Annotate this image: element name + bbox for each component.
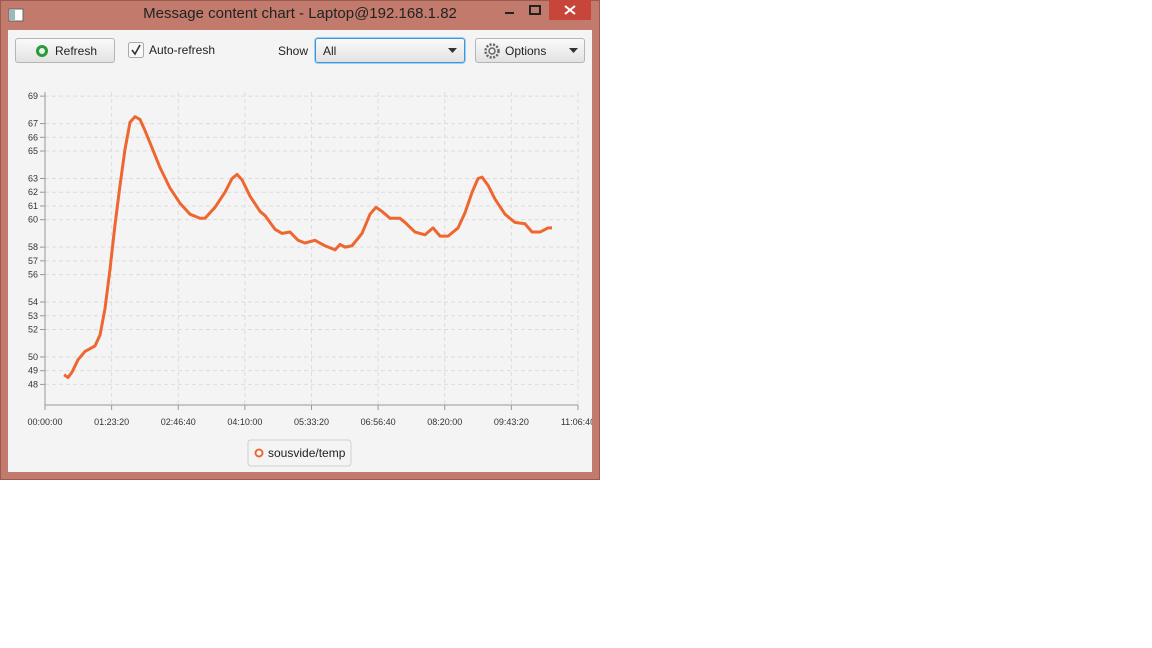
- y-tick-label: 53: [28, 311, 38, 321]
- x-tick-label: 02:46:40: [161, 417, 196, 427]
- y-tick-label: 56: [28, 270, 38, 280]
- y-tick-label: 69: [28, 91, 38, 101]
- x-tick-label: 11:06:40: [561, 417, 592, 427]
- x-tick-label: 09:43:20: [494, 417, 529, 427]
- y-tick-label: 48: [28, 379, 38, 389]
- x-tick-label: 00:00:00: [27, 417, 62, 427]
- legend-label: sousvide/temp: [268, 446, 346, 460]
- y-tick-label: 67: [28, 119, 38, 129]
- y-tick-label: 57: [28, 256, 38, 266]
- y-tick-label: 60: [28, 215, 38, 225]
- x-tick-label: 01:23:20: [94, 417, 129, 427]
- y-tick-label: 54: [28, 297, 38, 307]
- y-tick-label: 65: [28, 146, 38, 156]
- x-tick-label: 04:10:00: [227, 417, 262, 427]
- legend-box: [247, 439, 352, 467]
- dropdown-arrow: [569, 48, 578, 53]
- chart: 48 49 50 52 53 54 56 57 58 60 61 62 63 65 66 67 69 00:00:…: [27, 91, 592, 467]
- legend-marker: [254, 448, 264, 458]
- refresh-label: Refresh: [55, 44, 98, 58]
- y-tick-label: 50: [28, 352, 38, 362]
- refresh-button[interactable]: Refresh: [15, 38, 115, 63]
- gear-icon: [484, 43, 500, 59]
- y-tick-label: 49: [28, 366, 38, 376]
- y-tick-label: 63: [28, 173, 38, 183]
- window-title: Message content chart - Laptop@192.168.1…: [143, 5, 457, 22]
- auto-refresh-checkbox[interactable]: [128, 42, 144, 58]
- x-tick-label: 06:56:40: [361, 417, 396, 427]
- refresh-icon: [36, 45, 48, 57]
- options-label: Options: [505, 44, 547, 58]
- y-tick-label: 52: [28, 324, 38, 334]
- y-tick-label: 66: [28, 132, 38, 142]
- dropdown-arrow: [448, 48, 457, 53]
- client-area: [8, 30, 592, 472]
- y-tick-label: 62: [28, 187, 38, 197]
- x-tick-label: 05:33:20: [294, 417, 329, 427]
- show-label: Show: [278, 44, 309, 58]
- app-icon: [8, 8, 24, 22]
- show-dropdown[interactable]: All: [315, 38, 465, 63]
- options-button[interactable]: Options: [475, 38, 585, 63]
- show-value: All: [323, 44, 337, 58]
- line-series: [63, 115, 553, 380]
- window-controls[interactable]: [500, 0, 595, 22]
- y-tick-label: 58: [28, 242, 38, 252]
- auto-refresh-label: Auto-refresh: [149, 43, 216, 57]
- x-tick-label: 08:20:00: [427, 417, 462, 427]
- y-tick-label: 61: [28, 201, 38, 211]
